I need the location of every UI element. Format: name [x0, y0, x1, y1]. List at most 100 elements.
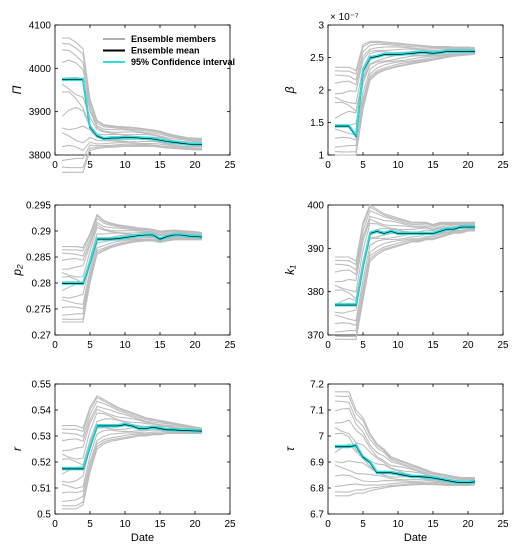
ensemble-member-line [335, 40, 476, 72]
x-tick-label: 5 [87, 340, 93, 351]
y-tick-label: 4100 [29, 21, 52, 32]
y-tick-label: 4000 [29, 64, 52, 75]
y-exponent-label: × 10⁻⁷ [330, 12, 359, 23]
plot-area [54, 383, 231, 515]
y-axis-label: τ [283, 445, 297, 451]
ensemble-member-line [335, 391, 475, 479]
ensemble-member-line [334, 222, 475, 293]
confidence-interval-upper [335, 443, 476, 483]
legend-entry: Ensemble mean [131, 46, 200, 56]
ensemble-member-line [334, 400, 476, 480]
x-tick-label: 15 [154, 340, 166, 351]
y-axis-label: k₁ [283, 265, 297, 275]
x-tick-label: 5 [360, 340, 366, 351]
ensemble-member-line [334, 210, 476, 271]
ensemble-member-line [62, 213, 203, 249]
ensemble-member-line [334, 419, 476, 481]
ensemble-member-line [61, 141, 202, 151]
x-tick-label: 10 [392, 340, 404, 351]
x-tick-label: 20 [189, 340, 201, 351]
ensemble-member-line [334, 53, 476, 153]
x-tick-label: 15 [427, 160, 439, 171]
panel-tau: 0 5 10 15 20 25 6.7 6.8 6.9 7 7.1 7.2 τ Date [283, 380, 509, 545]
ensemble-member-line [334, 464, 476, 484]
y-axis-label: p₂ [10, 264, 24, 277]
ensemble-member-line [334, 482, 476, 488]
ensemble-member-line [61, 237, 203, 310]
x-tick-label: 25 [497, 519, 509, 530]
confidence-interval-upper [62, 233, 203, 284]
ensemble-member-line [61, 431, 203, 502]
ensemble-member-line [61, 221, 203, 261]
y-axis-label: Π [10, 85, 24, 94]
ensemble-member-line [334, 229, 475, 333]
y-tick-label: 0.28 [32, 279, 52, 290]
ensemble-member-line [334, 43, 476, 81]
y-tick-label: 3 [318, 21, 324, 32]
y-tick-label: 0.285 [26, 253, 51, 264]
y-tick-label: 0.55 [32, 380, 52, 391]
ensemble-member-line [61, 143, 203, 161]
y-tick-label: 370 [307, 331, 324, 342]
confidence-interval-upper [62, 422, 203, 469]
panel-beta: 0 5 10 15 20 25 1 1.5 2 2.5 3 β × 10⁻⁷ [283, 12, 509, 171]
ensemble-member-line [61, 412, 203, 460]
y-tick-label: 3800 [29, 151, 52, 162]
y-tick-label: 1.5 [310, 118, 324, 129]
x-tick-label: 20 [462, 519, 474, 530]
plot-area [54, 204, 231, 336]
ensemble-member-line [334, 53, 476, 148]
confidence-interval-upper [62, 77, 202, 145]
ensemble-member-line [61, 59, 203, 142]
y-tick-label: 6.9 [310, 458, 324, 469]
x-tick-label: 20 [462, 340, 474, 351]
x-tick-label: 10 [392, 160, 404, 171]
y-tick-label: 0.52 [32, 458, 52, 469]
y-tick-label: 0.54 [32, 406, 52, 417]
x-tick-label: 0 [52, 160, 58, 171]
ensemble-member-line [61, 408, 203, 452]
x-tick-label: 15 [154, 519, 166, 530]
ensemble-member-line [61, 432, 203, 507]
y-tick-label: 0.5 [37, 510, 51, 521]
confidence-interval-upper [335, 225, 475, 305]
x-tick-label: 20 [189, 160, 201, 171]
x-tick-label: 15 [427, 519, 439, 530]
y-tick-label: 3900 [29, 107, 52, 118]
y-tick-label: 0.29 [32, 227, 52, 238]
x-tick-label: 10 [392, 519, 404, 530]
ensemble-member-line [334, 474, 476, 485]
x-axis-label: Date [404, 532, 427, 544]
x-tick-label: 5 [87, 160, 93, 171]
x-tick-label: 25 [497, 340, 509, 351]
confidence-interval-upper [335, 49, 475, 137]
ensemble-member-line [334, 215, 475, 276]
x-tick-label: 25 [224, 160, 236, 171]
ensemble-member-line [334, 483, 476, 493]
y-tick-label: 7.2 [310, 380, 324, 391]
ensemble-member-line [61, 223, 203, 270]
ensemble-member-line [334, 48, 476, 95]
x-tick-label: 20 [189, 519, 201, 530]
ensemble-member-line [61, 132, 203, 148]
x-tick-label: 25 [224, 519, 236, 530]
x-tick-label: 25 [497, 160, 509, 171]
x-axis-label: Date [131, 532, 154, 544]
ensemble-member-line [61, 238, 202, 320]
y-tick-label: 7.1 [310, 406, 324, 417]
y-tick-label: 0.53 [32, 432, 52, 443]
y-tick-label: 7 [318, 432, 324, 443]
y-tick-label: 380 [307, 287, 324, 298]
y-tick-label: 0.27 [32, 331, 52, 342]
panel-p2: 0 5 10 15 20 25 0.27 0.275 0.28 0.285 0.29 0.295 p₂ [10, 201, 236, 352]
x-tick-label: 0 [325, 340, 331, 351]
y-tick-label: 390 [307, 244, 324, 255]
ensemble-member-line [334, 52, 476, 141]
panel-r: 0 5 10 15 20 25 0.5 0.51 0.52 0.53 0.54 0.55 r Date [10, 380, 236, 545]
x-tick-label: 10 [119, 160, 131, 171]
legend-entry: 95% Confidence interval [131, 57, 235, 67]
x-tick-label: 5 [360, 519, 366, 530]
y-tick-label: 400 [307, 201, 324, 212]
